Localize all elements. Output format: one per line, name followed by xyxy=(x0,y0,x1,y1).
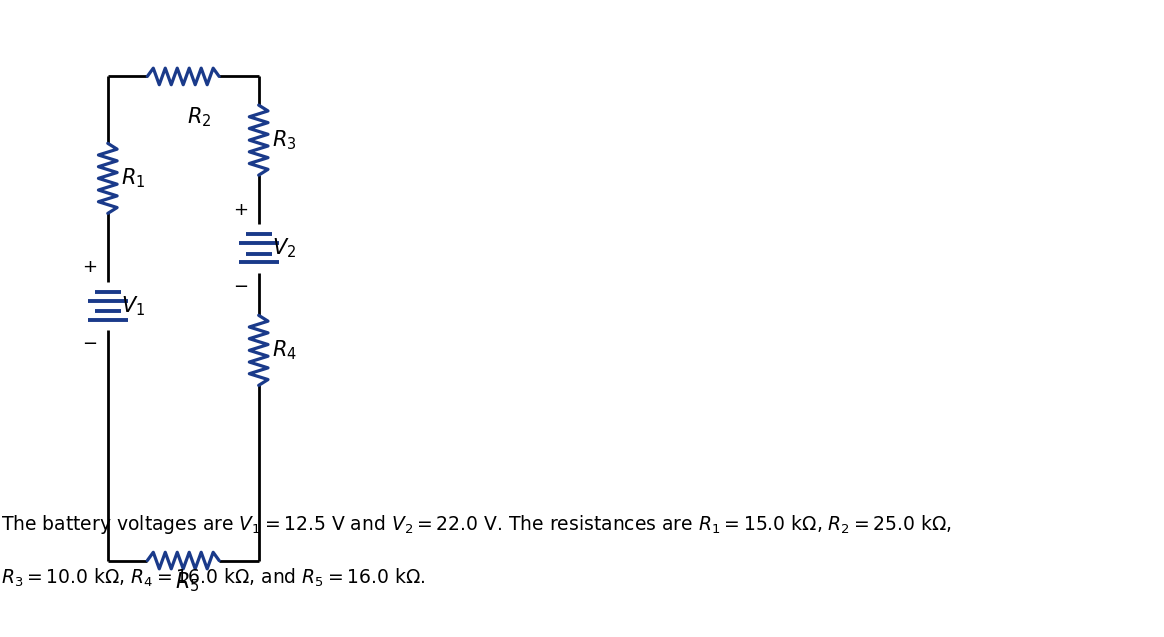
Text: $R_3$: $R_3$ xyxy=(271,128,296,152)
Text: $V_2$: $V_2$ xyxy=(271,236,296,261)
Text: $-$: $-$ xyxy=(83,333,98,351)
Text: +: + xyxy=(83,259,98,276)
Text: The battery voltages are $V_1 = 12.5$ V and $V_2 = 22.0$ V. The resistances are : The battery voltages are $V_1 = 12.5$ V … xyxy=(1,513,952,536)
Text: $-$: $-$ xyxy=(233,276,248,294)
Text: $R_2$: $R_2$ xyxy=(186,105,211,129)
Text: $R_1$: $R_1$ xyxy=(121,166,146,190)
Text: $R_3 = 10.0$ kΩ, $R_4 = 16.0$ kΩ, and $R_5 = 16.0$ kΩ.: $R_3 = 10.0$ kΩ, $R_4 = 16.0$ kΩ, and $R… xyxy=(1,567,426,589)
Text: $R_4$: $R_4$ xyxy=(271,338,297,362)
Text: $V_1$: $V_1$ xyxy=(121,294,144,318)
Text: $R_5$: $R_5$ xyxy=(175,570,199,594)
Text: +: + xyxy=(233,201,248,219)
